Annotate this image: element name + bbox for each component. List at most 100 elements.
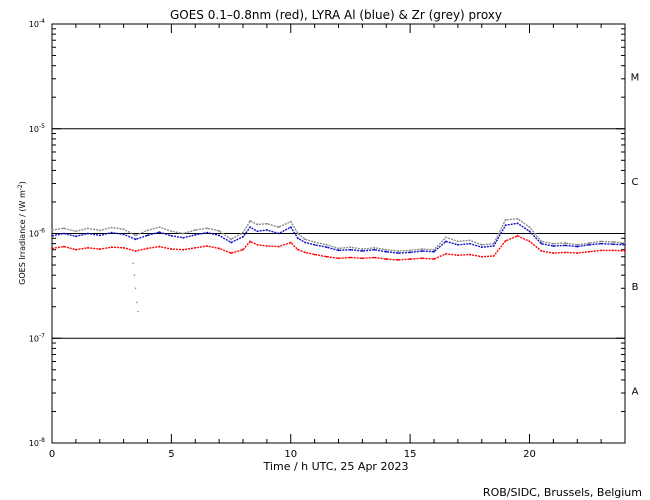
- data-point: [516, 222, 519, 225]
- data-point: [421, 257, 423, 260]
- data-point: [134, 234, 137, 237]
- data-point: [564, 251, 567, 254]
- data-point: [337, 249, 340, 252]
- data-point: [98, 229, 101, 232]
- flare-class-label: M: [631, 72, 640, 83]
- x-tick-label: 20: [523, 449, 536, 460]
- data-point: [433, 250, 435, 253]
- x-tick-label: 15: [404, 449, 417, 460]
- data-point: [516, 234, 519, 237]
- data-point: [110, 226, 113, 229]
- data-point: [277, 245, 280, 248]
- data-point: [218, 229, 221, 232]
- data-point: [349, 256, 352, 259]
- data-point: [297, 248, 299, 251]
- data-point: [242, 231, 244, 234]
- outlier-point: [135, 301, 138, 304]
- data-point: [249, 240, 252, 243]
- data-point: [552, 242, 555, 245]
- data-point: [304, 238, 306, 241]
- data-point: [265, 222, 268, 225]
- y-tick-base: 10: [29, 334, 39, 343]
- credit-text: ROB/SIDC, Brussels, Belgium: [483, 486, 642, 499]
- data-point: [277, 226, 280, 229]
- data-point: [373, 246, 376, 249]
- data-point: [349, 248, 352, 251]
- data-point: [170, 248, 173, 250]
- data-point: [492, 245, 495, 247]
- data-point: [433, 258, 435, 260]
- data-point: [289, 226, 292, 229]
- data-point: [86, 246, 89, 249]
- data-point: [194, 246, 197, 249]
- y-axis-label: GOES Irradiance / (W m-2): [17, 181, 27, 285]
- data-point: [206, 231, 209, 234]
- data-point: [218, 247, 221, 250]
- y-tick-exponent: -7: [39, 332, 45, 339]
- y-tick-label: 10-8: [29, 437, 45, 448]
- data-point: [325, 243, 328, 246]
- data-point: [361, 250, 364, 252]
- y-tick-label: 10-5: [29, 123, 45, 134]
- data-point: [134, 238, 137, 241]
- data-point: [528, 240, 531, 243]
- data-point: [433, 248, 435, 251]
- data-point: [265, 229, 268, 231]
- data-point: [337, 247, 340, 250]
- data-point: [51, 247, 53, 250]
- data-point: [63, 227, 65, 230]
- data-point: [588, 250, 591, 253]
- y-tick-label: 10-7: [29, 332, 45, 343]
- data-point: [86, 232, 89, 235]
- data-point: [624, 250, 626, 252]
- data-point: [588, 242, 591, 244]
- data-point: [373, 248, 376, 251]
- data-point: [421, 248, 423, 250]
- data-point: [397, 250, 400, 252]
- data-point: [206, 227, 209, 230]
- data-point: [297, 232, 299, 235]
- y-tick-exponent: -4: [39, 18, 45, 25]
- data-point: [468, 242, 471, 245]
- data-point: [158, 226, 161, 229]
- outlier-point: [132, 262, 134, 265]
- data-point: [480, 243, 483, 246]
- data-point: [385, 250, 388, 253]
- y-axis-ticks: 10-810-710-610-510-4: [29, 18, 625, 448]
- data-point: [576, 245, 579, 248]
- data-point: [504, 218, 507, 221]
- y-tick-exponent: -5: [39, 123, 45, 130]
- data-point: [304, 241, 306, 244]
- data-point: [588, 243, 591, 246]
- data-point: [51, 234, 53, 237]
- series-line: [51, 218, 626, 252]
- data-point: [206, 245, 209, 247]
- data-point: [540, 242, 543, 245]
- data-point: [158, 245, 161, 248]
- data-point: [385, 248, 388, 251]
- data-point: [409, 249, 412, 252]
- data-point: [576, 252, 579, 254]
- y-tick-label: 10-4: [29, 18, 45, 29]
- data-point: [256, 243, 259, 246]
- data-point: [528, 226, 531, 229]
- data-point: [194, 229, 197, 231]
- data-point: [277, 232, 280, 235]
- data-point: [110, 231, 113, 234]
- chart-title: GOES 0.1–0.8nm (red), LYRA Al (blue) & Z…: [170, 8, 502, 22]
- outlier-point: [137, 310, 139, 313]
- data-point: [600, 242, 603, 245]
- data-point: [397, 258, 400, 261]
- data-point: [63, 245, 65, 248]
- data-point: [337, 257, 340, 260]
- data-point: [289, 220, 292, 223]
- data-point: [421, 250, 423, 252]
- data-point: [242, 235, 244, 238]
- data-point: [552, 245, 555, 247]
- data-point: [122, 233, 125, 236]
- data-point: [576, 243, 579, 246]
- series-group: [51, 217, 626, 313]
- data-point: [98, 248, 101, 250]
- data-point: [242, 248, 244, 251]
